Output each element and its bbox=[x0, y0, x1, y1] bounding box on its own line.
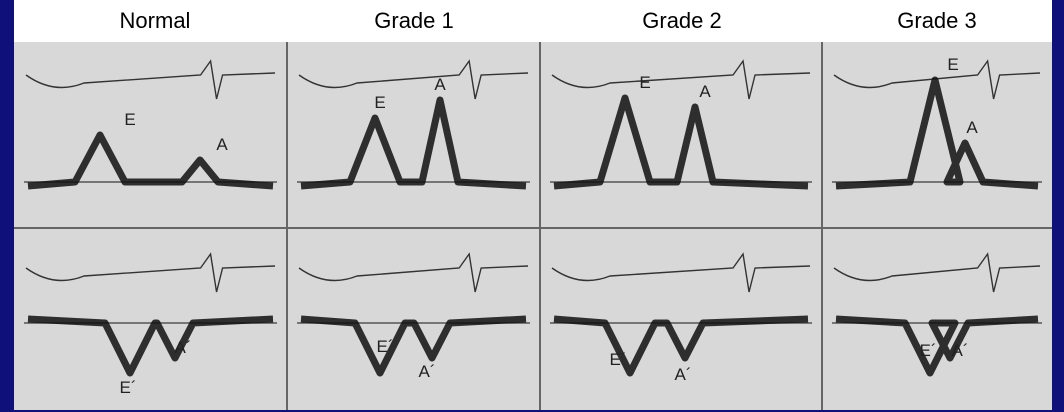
wave-label: A bbox=[434, 75, 446, 94]
ecg-trace bbox=[298, 252, 529, 293]
wave-label: A bbox=[699, 82, 711, 101]
wave-label: E´ bbox=[610, 350, 627, 369]
column-title: Grade 1 bbox=[374, 8, 454, 33]
wave-label: E bbox=[947, 55, 958, 74]
wave-label: A´ bbox=[675, 365, 692, 384]
wave-label: E bbox=[124, 110, 135, 129]
ecg-trace bbox=[551, 252, 811, 293]
doppler-signal bbox=[553, 94, 809, 190]
doppler-signal bbox=[27, 131, 274, 190]
header-band bbox=[14, 0, 1052, 42]
wave-label: E bbox=[639, 73, 650, 92]
doppler-signal bbox=[835, 76, 1039, 190]
content: Normal Grade 1 Grade 2 Grade 3 E A E A E A E A E´ A´ E… bbox=[14, 8, 1052, 410]
column-title: Normal bbox=[120, 8, 191, 33]
doppler-signal bbox=[27, 315, 274, 377]
ecg-trace bbox=[833, 59, 1041, 100]
wave-label: A bbox=[966, 118, 978, 137]
doppler-signal bbox=[553, 315, 809, 377]
ecg-trace bbox=[551, 59, 811, 100]
wave-label: E´ bbox=[920, 341, 937, 360]
wave-label: A´ bbox=[952, 341, 969, 360]
wave-label: E´ bbox=[120, 378, 137, 397]
wave-label: E´ bbox=[377, 337, 394, 356]
ecg-trace bbox=[833, 252, 1041, 293]
doppler-signal bbox=[300, 96, 527, 190]
column-title: Grade 3 bbox=[897, 8, 977, 33]
wave-label: E bbox=[374, 93, 385, 112]
ecg-trace bbox=[25, 59, 276, 100]
doppler-signal bbox=[835, 315, 1039, 377]
doppler-signal bbox=[300, 315, 527, 377]
wave-label: A´ bbox=[175, 338, 192, 357]
ecg-trace bbox=[25, 252, 276, 293]
panel-area bbox=[14, 42, 1052, 410]
wave-label: A bbox=[216, 135, 228, 154]
column-title: Grade 2 bbox=[642, 8, 722, 33]
ecg-trace bbox=[298, 59, 529, 100]
wave-label: A´ bbox=[419, 362, 436, 381]
